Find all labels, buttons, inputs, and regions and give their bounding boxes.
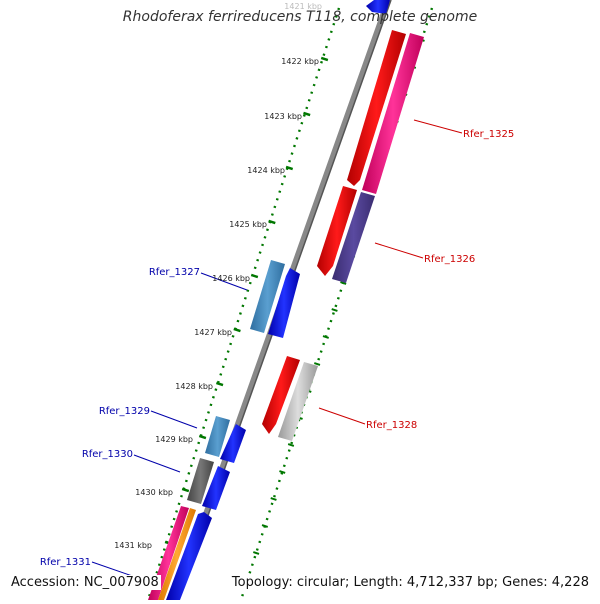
gene-rfer-1327-blue[interactable] <box>268 268 300 338</box>
gene-rfer-1330-blue[interactable] <box>202 466 230 510</box>
gene-rfer-1331-blue[interactable] <box>166 512 212 600</box>
gene-rfer-1326-purple[interactable] <box>332 192 375 283</box>
gene-label-rfer-1328[interactable]: Rfer_1328 <box>366 420 417 431</box>
ruler-major-tick <box>181 487 190 493</box>
genome-summary-text: Topology: circular; Length: 4,712,337 bp… <box>229 575 591 590</box>
gene-label-rfer-1326[interactable]: Rfer_1326 <box>424 254 475 265</box>
ruler-outer-tick <box>287 443 295 447</box>
gene-rfer-1328-red[interactable] <box>262 356 300 434</box>
gene-top-partial-blue[interactable] <box>366 0 390 14</box>
ruler-outer-tick <box>270 497 277 501</box>
ruler-label-1431: 1431 kbp <box>114 541 152 550</box>
ruler-label-1429: 1429 kbp <box>155 435 193 444</box>
gene-label-rfer-1329[interactable]: Rfer_1329 <box>99 406 150 417</box>
genome-title: Rhodoferax ferrireducens T118, complete … <box>122 9 478 25</box>
ruler-outer-tick <box>253 551 260 555</box>
ruler-label-1424: 1424 kbp <box>247 166 285 175</box>
gene-rfer-1331-orange[interactable] <box>158 508 196 600</box>
gene-rfer-1329-blue[interactable] <box>220 424 246 463</box>
ruler-outer-tick <box>340 281 347 285</box>
ruler-major-tick <box>215 381 224 387</box>
ruler-major-tick <box>320 56 329 62</box>
ruler-major-tick <box>198 434 207 440</box>
ruler-outer-tick <box>279 470 286 474</box>
gene-rfer-1325-red[interactable] <box>347 30 406 186</box>
ruler-major-tick <box>285 165 294 171</box>
ruler-major-tick <box>303 111 311 117</box>
ruler-outer-tick <box>313 362 321 366</box>
gene-rfer-1327-steel[interactable] <box>250 260 285 333</box>
accession-text: Accession: NC_007908 <box>9 575 161 590</box>
ruler-label-1423: 1423 kbp <box>264 112 302 121</box>
gene-rfer-1329-steel[interactable] <box>205 416 230 457</box>
gene-label-rfer-1325[interactable]: Rfer_1325 <box>463 129 514 140</box>
gene-rfer-1325-pink[interactable] <box>362 33 424 194</box>
gene-label-rfer-1330[interactable]: Rfer_1330 <box>82 449 133 460</box>
ruler-label-partial: 1421 kbp <box>284 2 322 11</box>
ruler-label-1430: 1430 kbp <box>135 488 173 497</box>
ruler-major-tick <box>233 327 241 333</box>
ruler-major-tick <box>250 273 259 279</box>
gene-label-rfer-1327[interactable]: Rfer_1327 <box>149 267 200 278</box>
ruler-label-1428: 1428 kbp <box>175 382 213 391</box>
ruler-label-1426: 1426 kbp <box>212 274 250 283</box>
ruler-inner-dots <box>146 7 341 601</box>
gene-rfer-1328-gray[interactable] <box>278 362 318 441</box>
gene-label-rfer-1331[interactable]: Rfer_1331 <box>40 557 91 568</box>
label-leaders <box>91 119 463 579</box>
gene-rfer-1330-dark[interactable] <box>187 458 214 504</box>
ruler-outer-tick <box>331 308 338 312</box>
ruler-major-ticks <box>164 56 329 546</box>
ruler-outer-tick <box>261 524 269 528</box>
ruler-label-1427: 1427 kbp <box>194 328 232 337</box>
ruler-outer-tick <box>322 335 330 339</box>
ruler-major-tick <box>268 219 276 225</box>
ruler-label-1425: 1425 kbp <box>229 220 267 229</box>
gene-rfer-1326-red[interactable] <box>317 186 357 276</box>
ruler-label-1422: 1422 kbp <box>281 57 319 66</box>
